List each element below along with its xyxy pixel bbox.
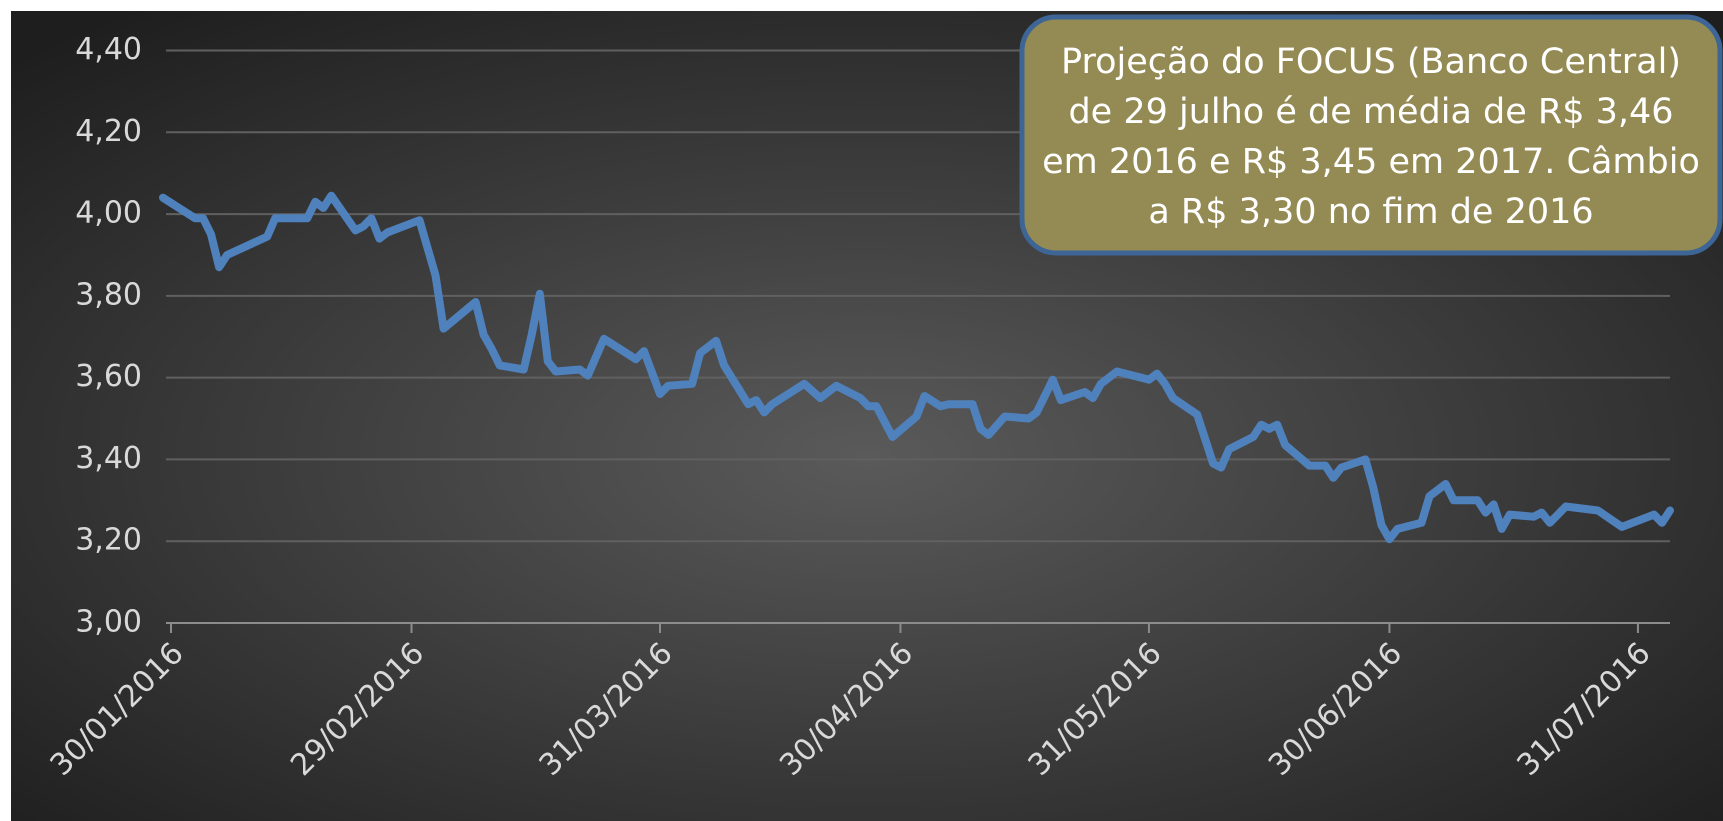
- y-tick-label: 3,60: [75, 359, 142, 394]
- y-tick-label: 4,40: [75, 32, 142, 67]
- annotation-line: de 29 julho é de média de R$ 3,46: [1068, 92, 1673, 132]
- y-tick-label: 4,00: [75, 196, 142, 231]
- annotation-line: Projeção do FOCUS (Banco Central): [1061, 42, 1681, 82]
- y-tick-label: 3,20: [75, 523, 142, 558]
- y-tick-label: 3,40: [75, 441, 142, 476]
- y-tick-label: 4,20: [75, 114, 142, 149]
- y-tick-label: 3,80: [75, 277, 142, 312]
- annotation-background: [1019, 14, 1723, 256]
- y-tick-label: 3,00: [75, 605, 142, 640]
- line-series: [159, 191, 1674, 544]
- annotation-line: a R$ 3,30 no fim de 2016: [1148, 192, 1593, 232]
- annotation-box: Projeção do FOCUS (Banco Central) de 29 …: [1019, 14, 1723, 256]
- annotation-line: em 2016 e R$ 3,45 em 2017. Câmbio: [1042, 142, 1700, 182]
